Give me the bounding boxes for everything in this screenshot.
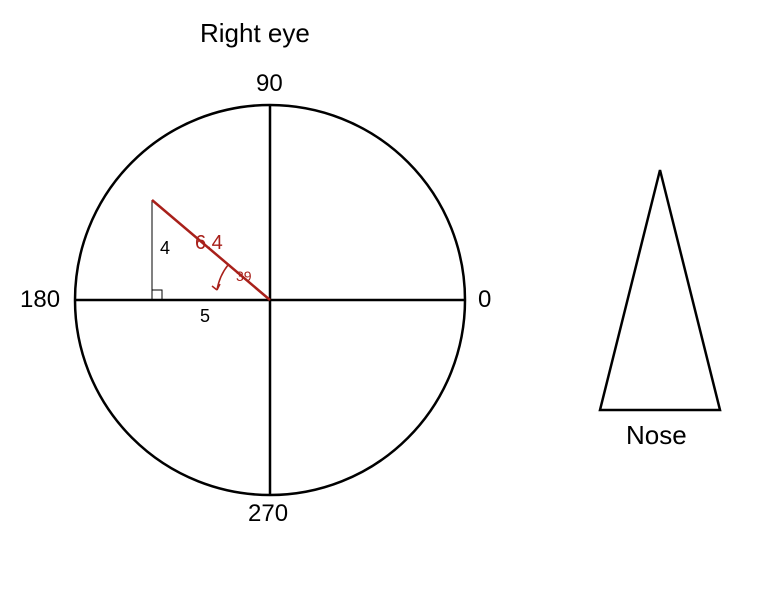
nose-label: Nose (626, 420, 687, 451)
triangle-vertical-label: 4 (160, 238, 170, 259)
triangle-hypotenuse-label: 6.4 (195, 232, 223, 255)
axis-label-bottom: 270 (248, 500, 288, 528)
triangle-base-label: 5 (200, 306, 210, 327)
axis-label-right: 0 (478, 286, 491, 314)
axis-label-left: 180 (20, 286, 60, 314)
triangle-angle-label: 39 (236, 268, 252, 284)
angle-arc-arrow (212, 284, 220, 290)
eye-title: Right eye (200, 18, 310, 49)
axis-label-top: 90 (256, 70, 283, 98)
right-angle-marker (152, 290, 162, 300)
nose-triangle (600, 170, 720, 410)
